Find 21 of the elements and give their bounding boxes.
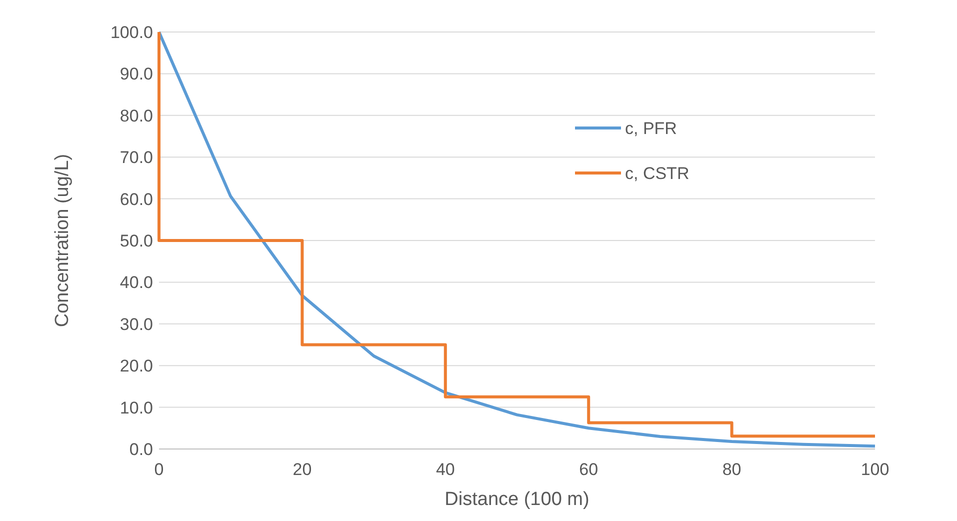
x-tick-label: 80 [722,460,742,479]
x-tick-label: 60 [579,460,598,479]
y-tick-label: 90.0 [120,64,153,84]
y-tick-label: 70.0 [120,148,153,168]
legend-label: c, CSTR [625,164,690,183]
y-tick-label: 20.0 [120,356,153,376]
y-tick-label: 0.0 [129,440,153,459]
y-tick-label: 10.0 [120,398,153,418]
y-tick-label: 80.0 [120,106,153,126]
y-tick-label: 100.0 [110,22,153,42]
y-tick-label: 50.0 [120,231,153,250]
x-tick-label: 100 [860,460,890,479]
y-tick-label: 40.0 [120,273,153,292]
y-axis-title: Concentration (ug/L) [52,154,73,328]
y-tick-label: 30.0 [120,314,153,334]
legend-label: c, PFR [625,118,677,138]
x-axis-title: Distance (100 m) [444,489,590,510]
y-tick-label: 60.0 [120,190,153,209]
x-tick-label: 0 [154,460,164,479]
x-tick-label: 40 [436,460,455,479]
x-tick-label: 20 [292,460,312,479]
